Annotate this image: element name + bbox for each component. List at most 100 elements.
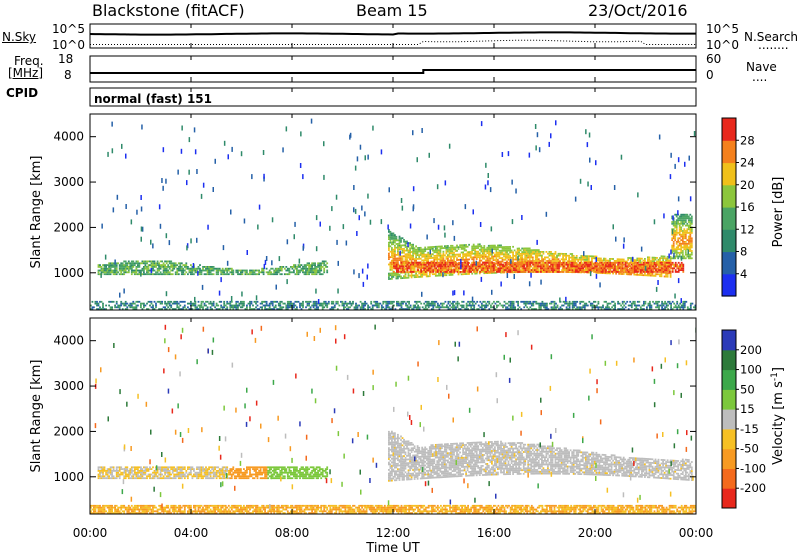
power-cell — [422, 264, 425, 267]
power-cell — [262, 269, 265, 272]
power-cell — [599, 269, 601, 271]
power-cell — [515, 300, 518, 303]
power-cell — [305, 300, 307, 303]
power-cell — [180, 267, 183, 270]
power-cell — [268, 273, 271, 276]
power-cell — [637, 268, 640, 271]
power-cell — [558, 263, 560, 266]
power-cell — [680, 235, 683, 238]
power-cell — [187, 302, 189, 305]
power-cell — [436, 253, 439, 255]
power-cell — [630, 260, 633, 263]
power-cell — [501, 251, 504, 254]
power-cell — [653, 256, 655, 259]
power-cell — [676, 267, 679, 270]
power-cell — [459, 246, 461, 248]
power-cell — [594, 300, 597, 303]
power-cell — [190, 302, 192, 305]
power-cell — [689, 224, 692, 227]
power-cell — [468, 265, 471, 268]
power-cell — [518, 265, 520, 268]
power-scatter — [490, 226, 493, 232]
power-scatter — [353, 185, 355, 190]
power-cell — [546, 267, 548, 270]
power-cell — [176, 267, 179, 270]
power-cell — [515, 262, 517, 264]
power-cell — [449, 304, 451, 307]
power-cell — [288, 269, 291, 272]
power-cell — [477, 254, 480, 257]
power-cell — [686, 248, 689, 251]
power-cell — [132, 269, 135, 272]
power-cell — [246, 269, 248, 272]
power-cell — [477, 265, 480, 268]
power-cell — [355, 302, 357, 305]
power-cell — [276, 308, 279, 310]
power-cell — [481, 248, 484, 251]
power-cell — [541, 271, 543, 273]
power-cell — [490, 261, 492, 264]
power-cell — [635, 269, 638, 271]
power-cell — [305, 271, 307, 274]
power-cell — [521, 254, 524, 257]
power-cell — [582, 267, 585, 270]
power-cell — [537, 258, 540, 261]
power-cell — [461, 263, 463, 266]
power-cell — [670, 263, 672, 266]
power-cell — [626, 261, 629, 264]
power-cell — [170, 304, 173, 307]
power-cell — [276, 267, 279, 270]
power-cell — [120, 271, 123, 274]
power-cell — [585, 263, 588, 266]
power-cell — [509, 300, 512, 303]
power-cell — [462, 267, 465, 270]
power-cell — [477, 250, 480, 253]
power-cell — [479, 306, 482, 309]
power-cell — [320, 273, 323, 276]
power-cell — [392, 276, 395, 278]
power-cell — [224, 269, 227, 272]
power-cell — [612, 265, 615, 268]
power-cell — [562, 300, 565, 303]
power-cell — [409, 271, 412, 273]
power-cell — [662, 308, 665, 310]
power-cell — [453, 257, 455, 260]
power-cell — [488, 265, 491, 268]
power-cell — [297, 273, 300, 276]
power-cell — [99, 308, 101, 310]
power-cell — [686, 215, 689, 218]
power-cell — [324, 302, 327, 305]
power-cell — [594, 271, 597, 273]
power-cell — [533, 261, 536, 264]
power-cell — [507, 255, 510, 257]
power-cell — [617, 271, 619, 273]
power-cell — [430, 300, 433, 303]
power-cell — [671, 215, 674, 218]
power-cell — [571, 265, 574, 268]
power-cell — [629, 300, 632, 303]
power-cell — [283, 267, 286, 270]
power-cell — [527, 256, 530, 259]
power-cell — [550, 261, 553, 264]
power-cell — [562, 271, 565, 273]
power-cell — [648, 272, 651, 275]
power-cell — [673, 265, 676, 268]
power-cell — [135, 267, 138, 270]
power-cell — [674, 271, 677, 273]
power-cell — [679, 269, 682, 271]
power-cell — [554, 251, 557, 253]
power-cell — [317, 266, 319, 268]
power-cell — [418, 257, 421, 260]
power-cell — [150, 302, 153, 305]
power-cell — [665, 263, 667, 265]
power-cell — [183, 266, 186, 268]
freq-label: Freq. — [14, 54, 44, 68]
power-cell — [541, 300, 544, 303]
power-cell — [682, 267, 685, 270]
power-cell — [314, 308, 316, 310]
power-cell — [627, 258, 630, 261]
power-cell — [212, 266, 215, 268]
power-cell — [156, 271, 159, 274]
power-cell — [308, 269, 310, 272]
power-cell — [597, 267, 600, 270]
